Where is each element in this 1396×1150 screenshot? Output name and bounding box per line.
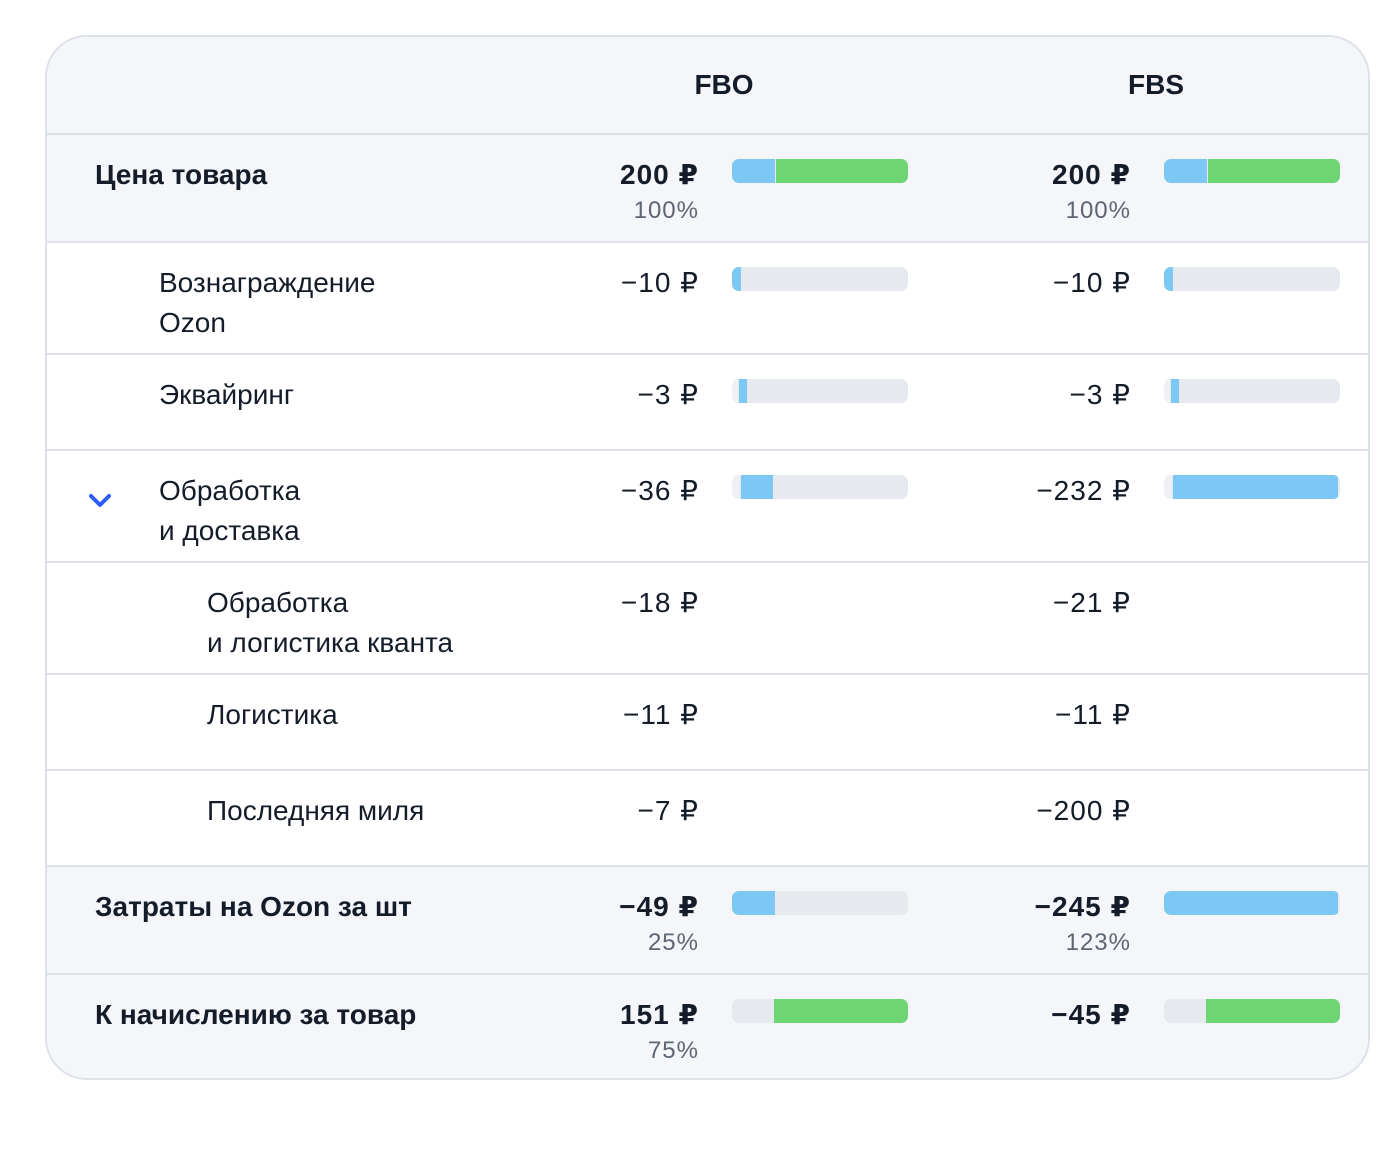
row-label: Обработка и логистика кванта bbox=[207, 587, 454, 658]
fbs-share-bar bbox=[1164, 159, 1340, 183]
table-row: К начислению за товар 151 ₽ 75% −45 ₽ bbox=[47, 975, 1368, 1078]
bar-segment-green bbox=[776, 159, 908, 183]
table-row: Обработка и логистика кванта −18 ₽ −21 ₽ bbox=[47, 563, 1368, 675]
bar-segment-blue bbox=[1171, 379, 1179, 403]
table-row: Логистика −11 ₽ −11 ₽ bbox=[47, 675, 1368, 771]
fbo-value: −18 ₽ bbox=[620, 587, 699, 618]
table-row: Затраты на Ozon за шт −49 ₽ 25% −245 ₽ 123% bbox=[47, 867, 1368, 975]
bar-segment-blue bbox=[732, 159, 776, 183]
fbo-value: 151 ₽ bbox=[620, 999, 699, 1030]
bar-segment-track_light bbox=[1164, 379, 1171, 403]
table-row: Вознаграждение Ozon −10 ₽ −10 ₽ bbox=[47, 243, 1368, 355]
fbs-share-bar bbox=[1164, 891, 1340, 915]
fbs-value: −11 ₽ bbox=[1054, 699, 1131, 730]
row-label: Последняя миля bbox=[207, 795, 425, 826]
row-label: К начислению за товар bbox=[95, 999, 417, 1030]
fbs-value: −3 ₽ bbox=[1069, 379, 1131, 410]
fbo-share-bar bbox=[732, 891, 908, 915]
bar-segment-track_light bbox=[732, 475, 740, 499]
row-label: Обработка и доставка bbox=[159, 475, 301, 546]
fbs-percent: 100% bbox=[1065, 197, 1131, 224]
bar-segment-blue bbox=[1164, 891, 1339, 915]
column-header-fbo: FBO bbox=[694, 69, 754, 100]
table-row: Эквайринг −3 ₽ −3 ₽ bbox=[47, 355, 1368, 451]
fbo-share-bar bbox=[732, 999, 908, 1023]
bar-segment-green bbox=[1206, 999, 1340, 1023]
fbo-percent: 25% bbox=[647, 929, 699, 956]
fbo-share-bar bbox=[732, 379, 908, 403]
table-row: Цена товара 200 ₽ 100% 200 ₽ 100% bbox=[47, 135, 1368, 243]
table-header: FBO FBS bbox=[47, 37, 1368, 135]
bar-segment-green bbox=[1208, 159, 1340, 183]
table-row[interactable]: Обработка и доставка −36 ₽ −232 ₽ bbox=[47, 451, 1368, 563]
bar-segment-blue bbox=[1164, 159, 1208, 183]
fbs-share-bar bbox=[1164, 267, 1340, 291]
chevron-down-icon[interactable] bbox=[87, 491, 113, 511]
fbo-value: −3 ₽ bbox=[637, 379, 699, 410]
row-label: Затраты на Ozon за шт bbox=[95, 891, 412, 922]
fbo-percent: 75% bbox=[647, 1037, 699, 1064]
bar-segment-blue bbox=[1164, 267, 1173, 291]
bar-segment-track_light bbox=[1164, 475, 1172, 499]
fbs-value: −45 ₽ bbox=[1051, 999, 1131, 1030]
fbo-value: −11 ₽ bbox=[622, 699, 699, 730]
fbs-value: −21 ₽ bbox=[1052, 587, 1131, 618]
fbs-value: −200 ₽ bbox=[1036, 795, 1131, 826]
row-label: Цена товара bbox=[95, 159, 268, 190]
row-label: Вознаграждение Ozon bbox=[159, 267, 376, 338]
bar-segment-track_light bbox=[732, 379, 739, 403]
bar-segment-blue bbox=[732, 267, 741, 291]
fbs-value: −232 ₽ bbox=[1036, 475, 1131, 506]
fbs-share-bar bbox=[1164, 475, 1340, 499]
fbs-share-bar bbox=[1164, 999, 1340, 1023]
table-row: Последняя миля −7 ₽ −200 ₽ bbox=[47, 771, 1368, 867]
bar-segment-green bbox=[774, 999, 908, 1023]
fbo-value: −10 ₽ bbox=[620, 267, 699, 298]
column-header-fbs: FBS bbox=[1128, 69, 1184, 100]
bar-segment-blue bbox=[739, 379, 747, 403]
fbo-percent: 100% bbox=[633, 197, 699, 224]
fbs-value: −10 ₽ bbox=[1052, 267, 1131, 298]
unit-economics-table: FBO FBS Цена товара 200 ₽ 100% 200 ₽ 100% Воз… bbox=[45, 35, 1370, 1080]
fbo-value: −36 ₽ bbox=[620, 475, 699, 506]
bar-segment-blue bbox=[740, 475, 774, 499]
fbo-share-bar bbox=[732, 159, 908, 183]
row-label: Эквайринг bbox=[159, 379, 295, 410]
fbs-value: −245 ₽ bbox=[1034, 891, 1131, 922]
fbo-value: −49 ₽ bbox=[619, 891, 699, 922]
fbs-value: 200 ₽ bbox=[1052, 159, 1131, 190]
fbo-share-bar bbox=[732, 475, 908, 499]
fbo-value: 200 ₽ bbox=[620, 159, 699, 190]
fbs-percent: 123% bbox=[1065, 929, 1131, 956]
row-label: Логистика bbox=[207, 699, 338, 730]
fbs-share-bar bbox=[1164, 379, 1340, 403]
bar-segment-blue bbox=[1172, 475, 1339, 499]
bar-segment-blue bbox=[732, 891, 776, 915]
fbo-share-bar bbox=[732, 267, 908, 291]
fbo-value: −7 ₽ bbox=[637, 795, 699, 826]
